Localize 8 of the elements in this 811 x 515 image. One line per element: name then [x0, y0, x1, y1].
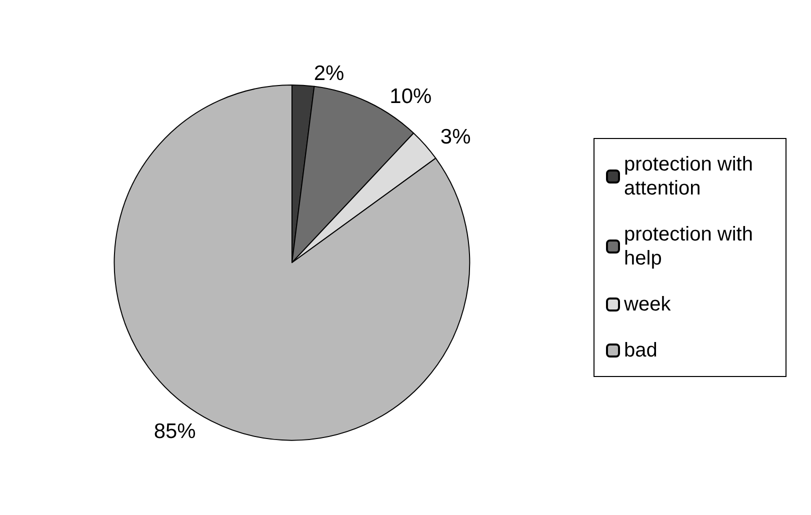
- legend-label: week: [623, 294, 672, 316]
- legend-label: protection with attention: [624, 154, 759, 200]
- data-label: 10%: [390, 84, 432, 108]
- data-label: 2%: [314, 62, 344, 85]
- data-label: 85%: [154, 420, 196, 444]
- legend-label: protection with help: [624, 224, 759, 270]
- data-label: 3%: [440, 126, 471, 149]
- legend-label: bad: [624, 340, 658, 362]
